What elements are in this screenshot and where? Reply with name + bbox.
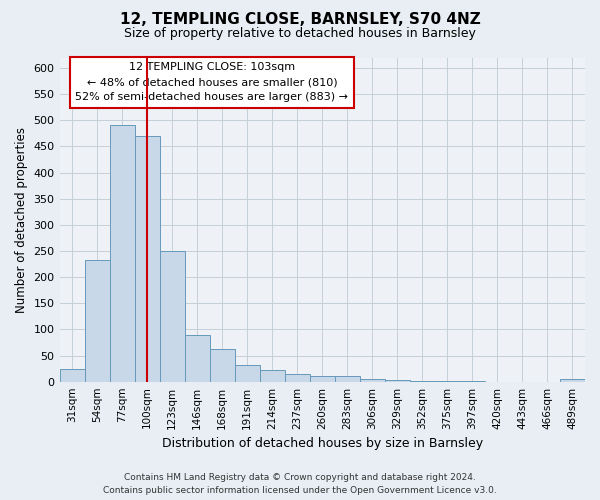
Bar: [260, 370, 285, 382]
Text: Size of property relative to detached houses in Barnsley: Size of property relative to detached ho…: [124, 28, 476, 40]
Y-axis label: Number of detached properties: Number of detached properties: [15, 126, 28, 312]
Bar: [335, 376, 360, 382]
Text: 12, TEMPLING CLOSE, BARNSLEY, S70 4NZ: 12, TEMPLING CLOSE, BARNSLEY, S70 4NZ: [119, 12, 481, 28]
Bar: [410, 380, 435, 382]
Bar: [110, 126, 134, 382]
Bar: [385, 380, 410, 382]
Bar: [59, 368, 85, 382]
Bar: [209, 348, 235, 382]
Bar: [235, 366, 260, 382]
Bar: [435, 381, 460, 382]
Text: 12 TEMPLING CLOSE: 103sqm
← 48% of detached houses are smaller (810)
52% of semi: 12 TEMPLING CLOSE: 103sqm ← 48% of detac…: [76, 62, 349, 102]
Bar: [460, 381, 485, 382]
Text: Contains HM Land Registry data © Crown copyright and database right 2024.
Contai: Contains HM Land Registry data © Crown c…: [103, 474, 497, 495]
Bar: [310, 376, 335, 382]
Bar: [285, 374, 310, 382]
X-axis label: Distribution of detached houses by size in Barnsley: Distribution of detached houses by size …: [162, 437, 483, 450]
Bar: [134, 136, 160, 382]
Bar: [560, 379, 585, 382]
Bar: [360, 379, 385, 382]
Bar: [185, 334, 209, 382]
Bar: [85, 260, 110, 382]
Bar: [160, 251, 185, 382]
